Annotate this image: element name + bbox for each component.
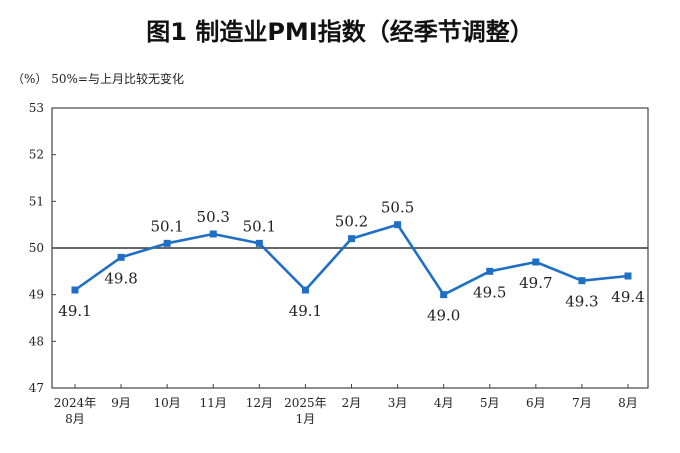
x-tick-label: 2025年 bbox=[284, 396, 327, 410]
y-tick-label: 51 bbox=[29, 194, 44, 208]
data-label: 49.1 bbox=[289, 302, 322, 320]
x-tick-label: 10月 bbox=[154, 396, 181, 410]
data-point-marker bbox=[394, 221, 402, 229]
data-point-marker bbox=[486, 267, 494, 275]
data-point-marker bbox=[255, 239, 263, 247]
data-label: 49.0 bbox=[427, 307, 460, 325]
x-tick-label: 3月 bbox=[388, 396, 408, 410]
x-tick-label: 4月 bbox=[434, 396, 454, 410]
data-label: 49.7 bbox=[519, 274, 552, 292]
data-point-marker bbox=[71, 286, 79, 294]
x-tick-label: 7月 bbox=[572, 396, 592, 410]
data-point-marker bbox=[440, 291, 448, 299]
data-label: 50.1 bbox=[243, 217, 276, 235]
x-tick-label: 8月 bbox=[618, 396, 638, 410]
data-label: 50.2 bbox=[335, 213, 368, 231]
x-tick-label: 12月 bbox=[246, 396, 273, 410]
y-tick-label: 48 bbox=[29, 334, 44, 348]
data-point-marker bbox=[348, 235, 355, 243]
y-tick-label: 50 bbox=[29, 241, 44, 255]
data-point-marker bbox=[532, 258, 540, 266]
data-label: 50.1 bbox=[150, 217, 183, 235]
data-point-marker bbox=[624, 272, 632, 280]
data-label: 50.5 bbox=[381, 199, 414, 217]
x-tick-label: 2024年 bbox=[54, 396, 97, 410]
data-label: 49.4 bbox=[611, 288, 644, 306]
data-label: 49.1 bbox=[58, 302, 91, 320]
data-label: 50.3 bbox=[197, 208, 230, 226]
x-tick-label: 11月 bbox=[200, 396, 227, 410]
data-point-marker bbox=[163, 239, 171, 247]
x-tick-label: 9月 bbox=[111, 396, 131, 410]
y-tick-label: 53 bbox=[29, 101, 44, 115]
data-label: 49.5 bbox=[473, 283, 506, 301]
y-axis-label: （%） 50%=与上月比较无变化 bbox=[12, 72, 184, 86]
data-point-marker bbox=[117, 253, 125, 261]
y-tick-label: 49 bbox=[29, 288, 44, 302]
x-tick-label: 6月 bbox=[526, 396, 546, 410]
data-point-marker bbox=[209, 230, 217, 238]
data-point-marker bbox=[301, 286, 309, 294]
chart-title: 图1 制造业PMI指数（经季节调整） bbox=[146, 18, 534, 46]
data-label: 49.8 bbox=[104, 269, 137, 287]
data-label: 49.3 bbox=[565, 293, 598, 311]
y-tick-label: 52 bbox=[29, 148, 44, 162]
x-tick-label: 1月 bbox=[296, 412, 316, 426]
data-point-marker bbox=[578, 277, 586, 285]
x-tick-label: 2月 bbox=[342, 396, 362, 410]
x-tick-label: 8月 bbox=[65, 412, 85, 426]
y-tick-label: 47 bbox=[29, 381, 44, 395]
x-tick-label: 5月 bbox=[480, 396, 500, 410]
